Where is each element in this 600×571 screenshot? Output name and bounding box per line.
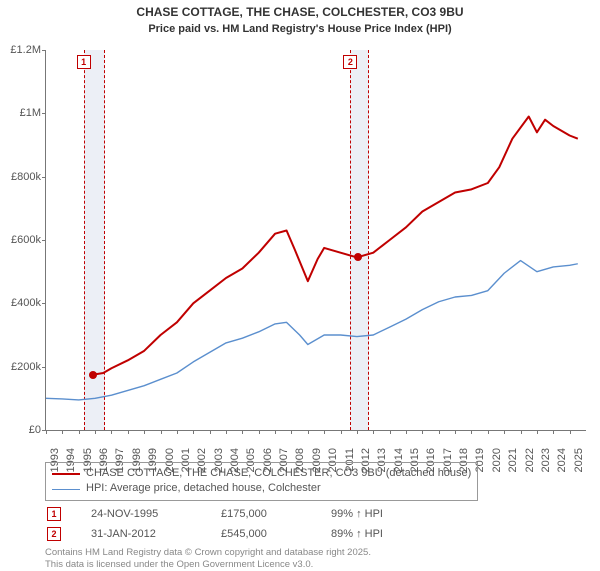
x-tick-mark: [553, 430, 554, 434]
series-hpi: [46, 261, 578, 400]
x-tick-mark: [324, 430, 325, 434]
x-tick-mark: [570, 430, 571, 434]
y-tick-mark: [42, 50, 46, 51]
title-line2: Price paid vs. HM Land Registry's House …: [148, 23, 451, 35]
y-tick-label: £1M: [1, 107, 41, 119]
transaction-price: £175,000: [221, 508, 301, 520]
series-property: [93, 117, 577, 375]
transaction-date: 31-JAN-2012: [91, 528, 191, 540]
x-tick-mark: [521, 430, 522, 434]
chart-lines: [46, 50, 586, 430]
x-tick-mark: [111, 430, 112, 434]
legend-label: CHASE COTTAGE, THE CHASE, COLCHESTER, CO…: [86, 466, 471, 481]
x-tick-mark: [291, 430, 292, 434]
sale-point: [354, 253, 362, 261]
x-tick-mark: [95, 430, 96, 434]
y-tick-label: £1.2M: [1, 44, 41, 56]
y-tick-label: £0: [1, 424, 41, 436]
x-tick-mark: [242, 430, 243, 434]
transaction-date: 24-NOV-1995: [91, 508, 191, 520]
x-tick-mark: [177, 430, 178, 434]
legend-swatch: [52, 489, 80, 490]
x-tick-mark: [390, 430, 391, 434]
x-tick-mark: [210, 430, 211, 434]
x-tick-mark: [308, 430, 309, 434]
y-tick-mark: [42, 240, 46, 241]
legend-row: CHASE COTTAGE, THE CHASE, COLCHESTER, CO…: [52, 466, 471, 481]
y-tick-mark: [42, 177, 46, 178]
x-tick-mark: [373, 430, 374, 434]
transaction-row: 1 24-NOV-1995 £175,000 99% ↑ HPI: [45, 507, 585, 521]
y-tick-mark: [42, 303, 46, 304]
y-tick-label: £600k: [1, 234, 41, 246]
footer-line1: Contains HM Land Registry data © Crown c…: [45, 547, 371, 558]
transaction-row: 2 31-JAN-2012 £545,000 89% ↑ HPI: [45, 527, 585, 541]
x-tick-mark: [537, 430, 538, 434]
x-tick-mark: [193, 430, 194, 434]
y-tick-label: £200k: [1, 361, 41, 373]
transaction-price: £545,000: [221, 528, 301, 540]
band-marker: 1: [77, 55, 91, 69]
legend-swatch: [52, 473, 80, 475]
x-tick-mark: [488, 430, 489, 434]
sale-point: [89, 371, 97, 379]
x-tick-mark: [341, 430, 342, 434]
legend-area: CHASE COTTAGE, THE CHASE, COLCHESTER, CO…: [45, 462, 585, 571]
legend-label: HPI: Average price, detached house, Colc…: [86, 481, 321, 496]
transaction-marker: 2: [47, 527, 61, 541]
x-tick-mark: [275, 430, 276, 434]
transaction-delta: 89% ↑ HPI: [331, 528, 383, 540]
x-tick-mark: [406, 430, 407, 434]
y-tick-mark: [42, 367, 46, 368]
x-tick-mark: [62, 430, 63, 434]
x-tick-mark: [471, 430, 472, 434]
transaction-marker: 1: [47, 507, 61, 521]
x-tick-mark: [259, 430, 260, 434]
x-tick-mark: [439, 430, 440, 434]
y-tick-label: £400k: [1, 297, 41, 309]
x-tick-mark: [455, 430, 456, 434]
x-tick-mark: [504, 430, 505, 434]
x-tick-mark: [128, 430, 129, 434]
chart-title: CHASE COTTAGE, THE CHASE, COLCHESTER, CO…: [0, 0, 600, 37]
y-tick-mark: [42, 113, 46, 114]
x-tick-mark: [357, 430, 358, 434]
footer-line2: This data is licensed under the Open Gov…: [45, 559, 313, 570]
title-line1: CHASE COTTAGE, THE CHASE, COLCHESTER, CO…: [136, 5, 463, 19]
legend-box: CHASE COTTAGE, THE CHASE, COLCHESTER, CO…: [45, 462, 478, 501]
x-tick-mark: [422, 430, 423, 434]
plot-area: 12£0£200k£400k£600k£800k£1M£1.2M19931994…: [45, 50, 586, 431]
x-tick-mark: [161, 430, 162, 434]
transaction-delta: 99% ↑ HPI: [331, 508, 383, 520]
legend-row: HPI: Average price, detached house, Colc…: [52, 481, 471, 496]
x-tick-mark: [46, 430, 47, 434]
y-tick-label: £800k: [1, 171, 41, 183]
band-marker: 2: [343, 55, 357, 69]
x-tick-mark: [79, 430, 80, 434]
x-tick-mark: [144, 430, 145, 434]
x-tick-mark: [226, 430, 227, 434]
footer: Contains HM Land Registry data © Crown c…: [45, 547, 585, 571]
